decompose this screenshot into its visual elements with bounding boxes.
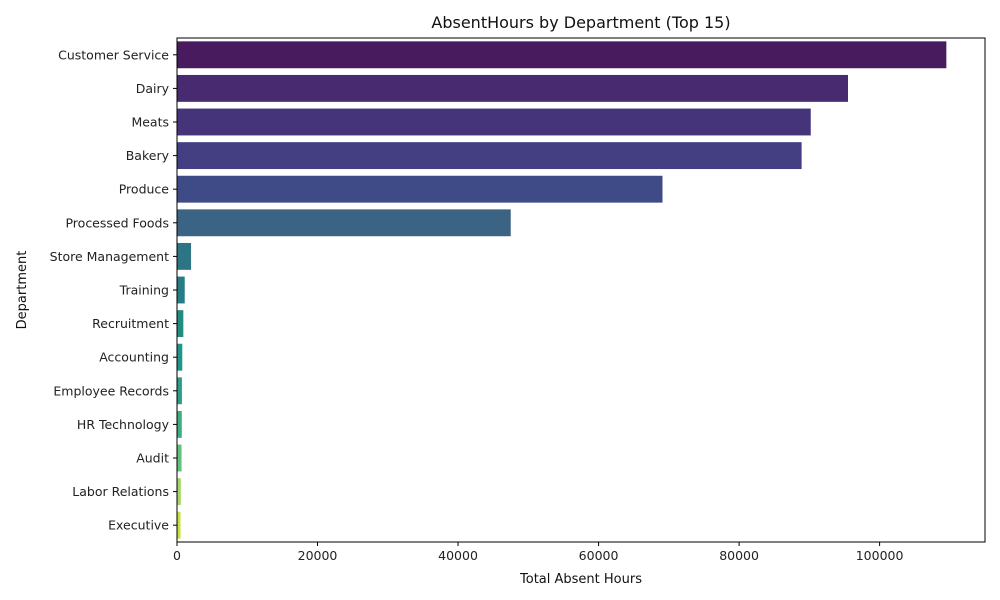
x-tick-label: 80000 — [719, 548, 759, 563]
y-tick-label: Employee Records — [53, 383, 169, 398]
y-tick-label: Executive — [108, 518, 169, 533]
x-tick-label: 100000 — [856, 548, 904, 563]
bar-customer-service — [177, 41, 947, 69]
y-tick-label: Store Management — [50, 249, 169, 264]
bars-group — [177, 41, 947, 539]
y-tick-label: Meats — [131, 115, 169, 130]
bar-training — [177, 276, 185, 304]
y-tick-label: Dairy — [136, 81, 170, 96]
chart-title: AbsentHours by Department (Top 15) — [431, 13, 730, 32]
x-axis-label: Total Absent Hours — [519, 572, 642, 587]
bar-store-management — [177, 242, 192, 270]
y-tick-label: Accounting — [99, 350, 169, 365]
x-axis-ticks: 0 20000 40000 60000 80000 100000 — [173, 542, 904, 563]
bar-accounting — [177, 343, 183, 371]
y-axis-label: Department — [15, 251, 30, 330]
y-tick-label: Labor Relations — [72, 484, 169, 499]
y-tick-label: Training — [119, 283, 169, 298]
y-tick-label: Produce — [119, 182, 170, 197]
bar-produce — [177, 175, 663, 203]
x-tick-label: 40000 — [438, 548, 478, 563]
bar-executive — [177, 511, 181, 539]
bar-processed-foods — [177, 209, 511, 237]
bar-hr-technology — [177, 410, 182, 438]
y-tick-label: Customer Service — [58, 47, 169, 62]
x-tick-label: 0 — [173, 548, 181, 563]
y-tick-label: HR Technology — [77, 417, 170, 432]
bar-meats — [177, 108, 811, 136]
plot-frame — [176, 37, 986, 543]
bar-labor-relations — [177, 478, 181, 506]
bar-bakery — [177, 142, 802, 170]
x-tick-label: 60000 — [579, 548, 619, 563]
y-tick-label: Processed Foods — [65, 215, 169, 230]
bar-recruitment — [177, 310, 184, 338]
bar-dairy — [177, 74, 848, 102]
y-axis-ticks: Customer Service Dairy Meats Bakery Produce P… — [50, 47, 177, 533]
bar-audit — [177, 444, 182, 472]
x-tick-label: 20000 — [298, 548, 338, 563]
y-tick-label: Recruitment — [92, 316, 169, 331]
y-tick-label: Audit — [136, 451, 169, 466]
bar-employee-records — [177, 377, 182, 405]
y-tick-label: Bakery — [126, 148, 170, 163]
